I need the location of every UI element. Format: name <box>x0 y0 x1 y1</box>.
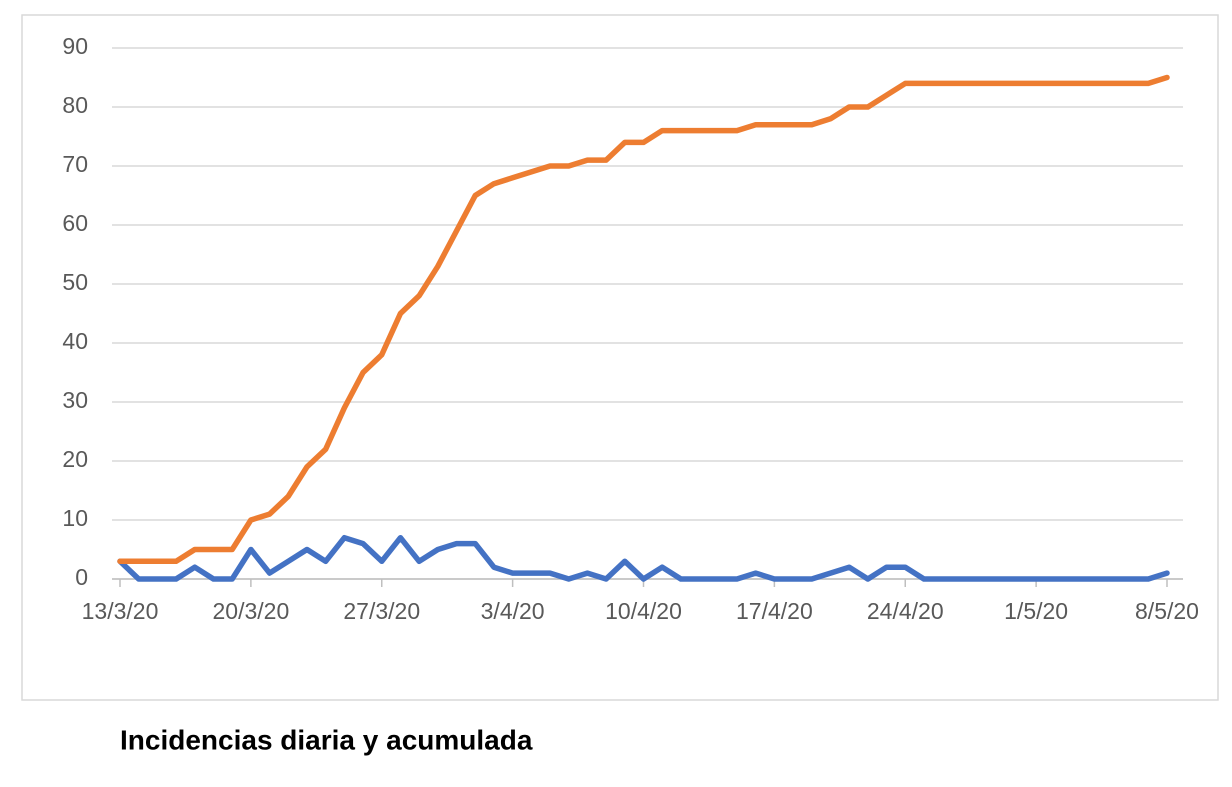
y-tick-label: 90 <box>62 33 88 59</box>
x-tick-label: 17/4/20 <box>736 598 813 624</box>
chart-title: Incidencias diaria y acumulada <box>120 724 533 755</box>
x-tick-label: 10/4/20 <box>605 598 682 624</box>
x-tick-label: 13/3/20 <box>82 598 159 624</box>
y-tick-label: 60 <box>62 210 88 236</box>
y-tick-label: 30 <box>62 387 88 413</box>
y-tick-label: 10 <box>62 505 88 531</box>
line-series <box>117 534 1170 582</box>
x-tick-label: 3/4/20 <box>481 598 545 624</box>
y-tick-label: 80 <box>62 92 88 118</box>
y-tick-label: 20 <box>62 446 88 472</box>
chart-border <box>21 14 1219 701</box>
x-tick-label: 20/3/20 <box>213 598 290 624</box>
x-tick-label: 1/5/20 <box>1004 598 1068 624</box>
x-tick-label: 24/4/20 <box>867 598 944 624</box>
x-tick-label: 27/3/20 <box>343 598 420 624</box>
y-tick-label: 40 <box>62 328 88 354</box>
x-tick-label: 8/5/20 <box>1135 598 1199 624</box>
y-tick-label: 50 <box>62 269 88 295</box>
y-tick-label: 70 <box>62 151 88 177</box>
y-tick-label: 0 <box>75 564 88 590</box>
line-series <box>117 74 1170 565</box>
